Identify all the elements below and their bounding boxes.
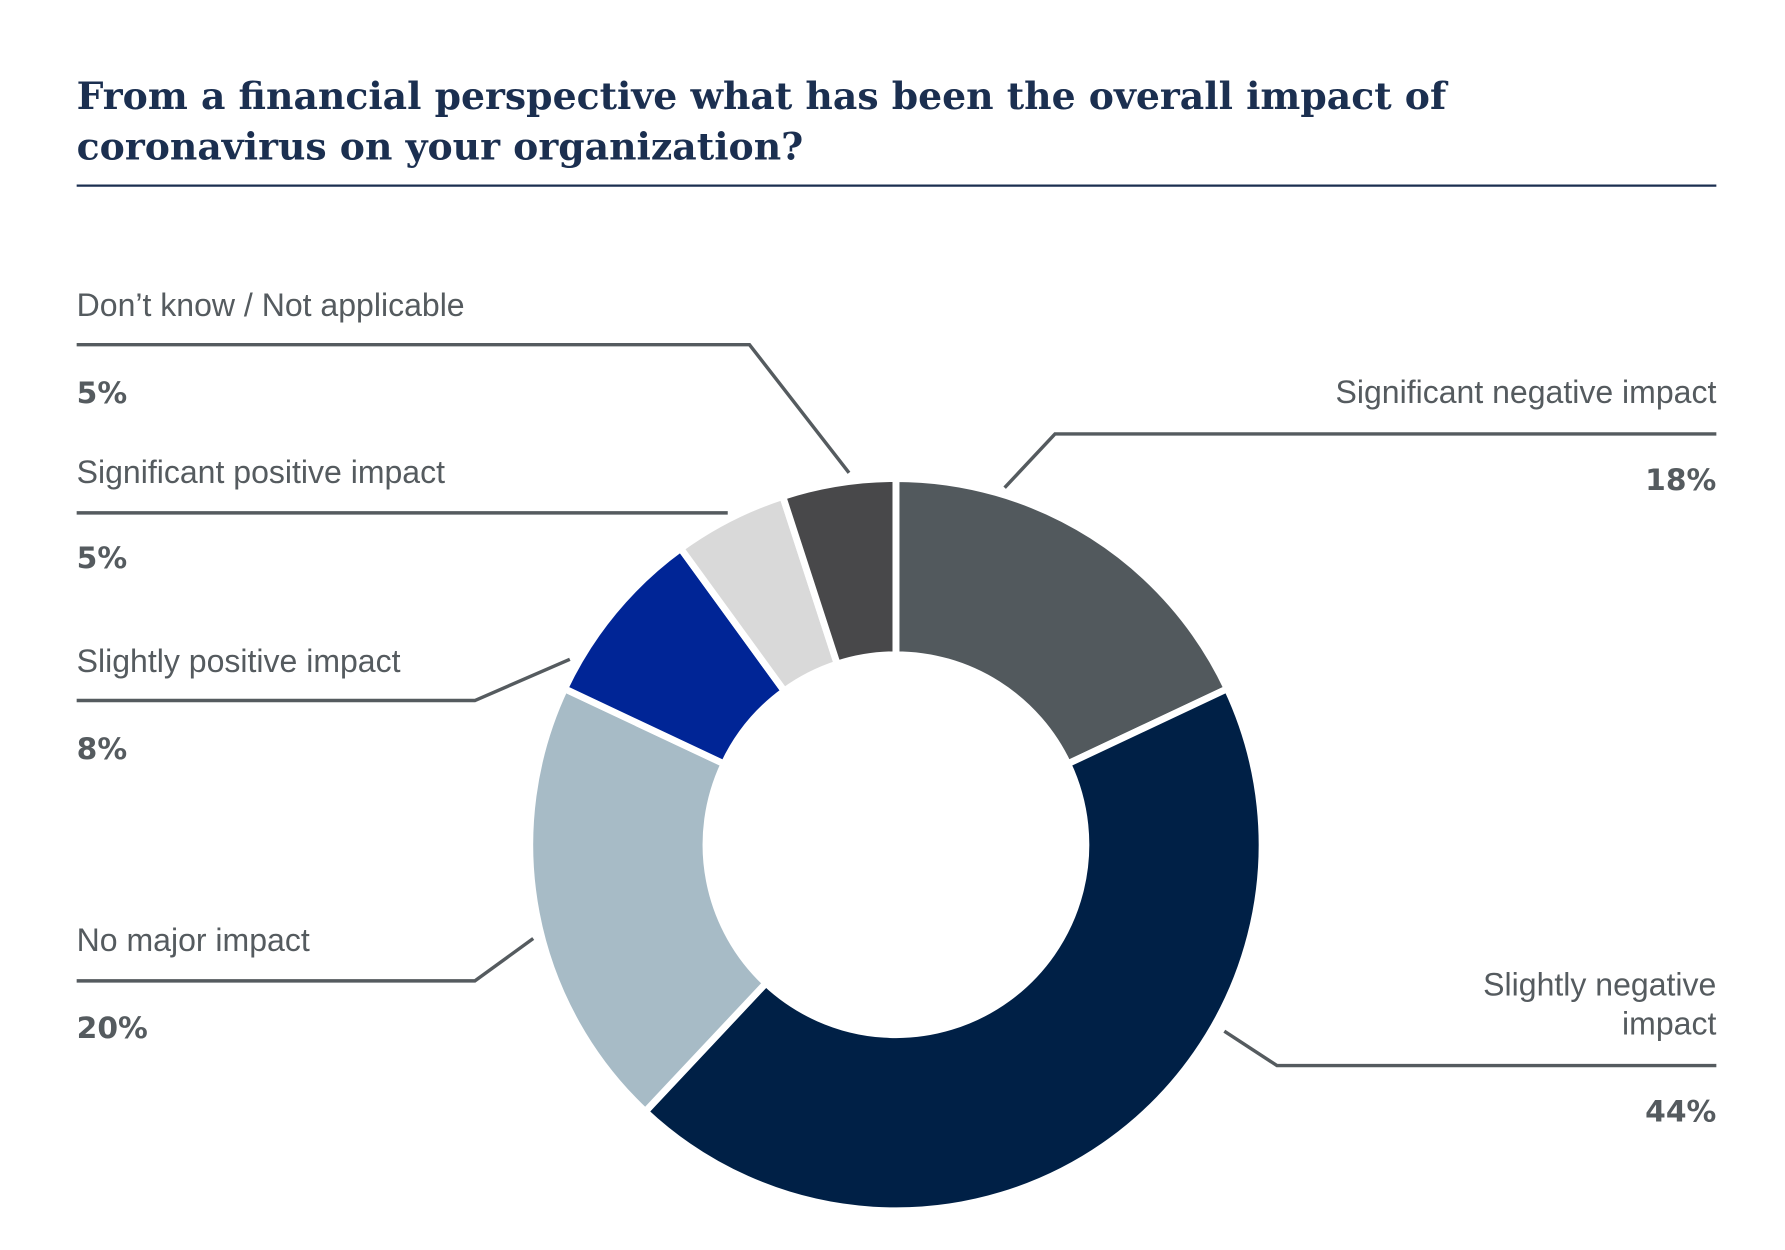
leader-line-dont-know xyxy=(76,342,851,474)
value-no-major: 20% xyxy=(77,1011,148,1046)
label-slightly-positive: Slightly positive impact xyxy=(77,643,401,679)
slice-significant-negative-impact xyxy=(892,475,1232,769)
label-no-major: No major impact xyxy=(77,922,310,958)
leader-line-slightly-negative xyxy=(1223,1029,1717,1068)
slice-don-t-know-not-applicable xyxy=(778,475,900,669)
value-significant-negative: 18% xyxy=(1645,463,1716,498)
label-significant-positive: Significant positive impact xyxy=(77,454,445,490)
label-slightly-negative-line-2: impact xyxy=(1622,1006,1716,1042)
label-significant-negative: Significant negative impact xyxy=(1336,374,1717,410)
label-slightly-negative-line-1: Slightly negative xyxy=(1483,967,1716,1003)
leader-line-slightly-positive xyxy=(76,657,571,703)
slice-slightly-negative-impact xyxy=(640,684,1266,1215)
value-significant-positive: 5% xyxy=(77,541,127,576)
label-dont-know: Don’t know / Not applicable xyxy=(77,287,465,323)
value-slightly-positive: 8% xyxy=(77,732,127,767)
slice-no-major-impact xyxy=(526,684,771,1117)
leader-line-significant-negative xyxy=(1003,432,1717,489)
value-dont-know: 5% xyxy=(77,376,127,411)
donut-slices xyxy=(526,475,1266,1215)
value-slightly-negative: 44% xyxy=(1645,1095,1716,1130)
chart-title-line-1: From a financial perspective what has be… xyxy=(77,74,1449,118)
leader-line-no-major xyxy=(76,937,535,983)
chart-title-line-2: coronavirus on your organization? xyxy=(77,124,804,168)
